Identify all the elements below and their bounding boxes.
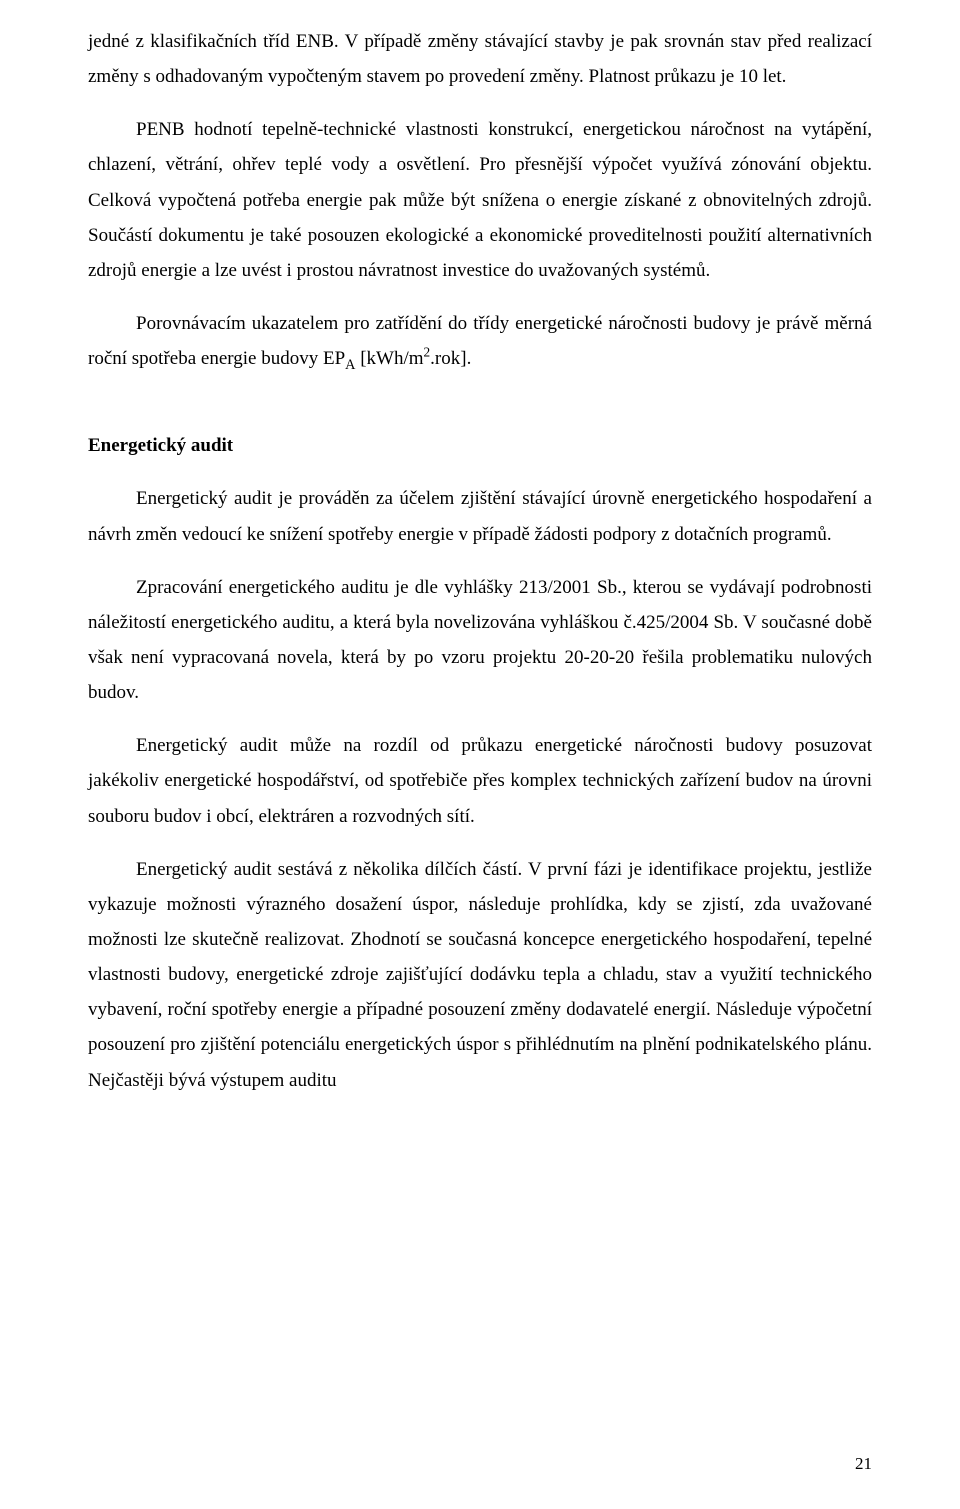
text-fragment: [kWh/m [355, 348, 423, 369]
paragraph: Porovnávacím ukazatelem pro zatřídění do… [88, 306, 872, 376]
text-fragment: Porovnávacím ukazatelem pro zatřídění do… [88, 313, 872, 369]
subscript: A [345, 357, 355, 373]
paragraph: Zpracování energetického auditu je dle v… [88, 570, 872, 711]
section-heading: Energetický audit [88, 428, 872, 463]
paragraph: jedné z klasifikačních tříd ENB. V přípa… [88, 24, 872, 94]
paragraph: Energetický audit může na rozdíl od průk… [88, 728, 872, 833]
paragraph: Energetický audit sestává z několika díl… [88, 852, 872, 1098]
document-page: jedné z klasifikačních tříd ENB. V přípa… [0, 0, 960, 1509]
text-fragment: .rok]. [430, 348, 471, 369]
paragraph: Energetický audit je prováděn za účelem … [88, 481, 872, 551]
paragraph: PENB hodnotí tepelně-technické vlastnost… [88, 112, 872, 288]
page-number: 21 [855, 1448, 872, 1479]
